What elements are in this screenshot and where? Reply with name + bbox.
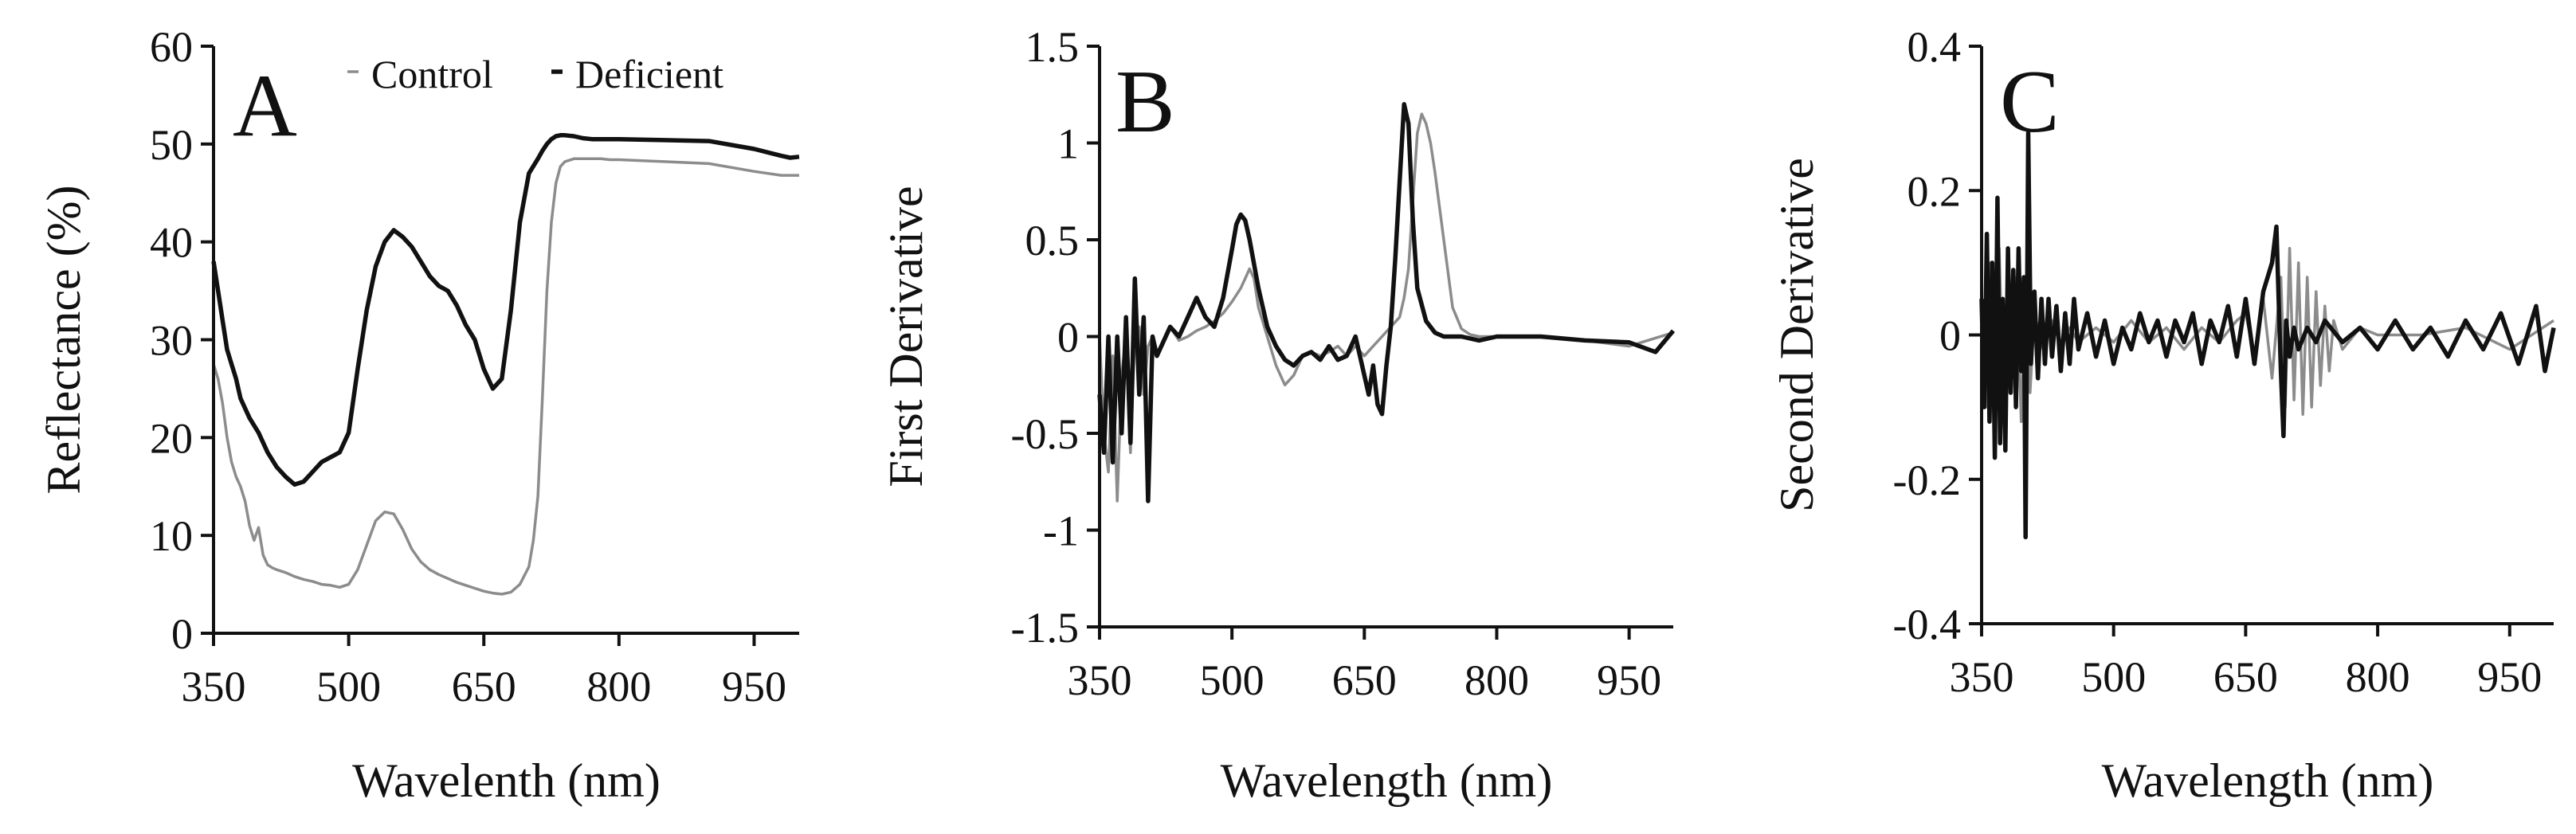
series-line-control xyxy=(1098,112,1674,503)
x-tick-label: 800 xyxy=(586,663,651,711)
x-tick-label: 500 xyxy=(316,663,381,711)
legend-label-deficient: Deficient xyxy=(575,52,723,96)
y-tick-label: -0.5 xyxy=(1011,410,1079,458)
x-axis-title: Wavelenth (nm) xyxy=(352,754,661,807)
y-tick-label: 20 xyxy=(150,414,193,462)
y-tick-label: 1 xyxy=(1057,120,1079,168)
x-axis-title: Wavelength (nm) xyxy=(2102,754,2434,807)
y-tick-label: -0.2 xyxy=(1893,456,1961,504)
x-tick-label: 350 xyxy=(182,663,246,711)
panel-c: -0.4 -0.2 0 0.2 0.4 350 500 650 800 950 Second Der… xyxy=(1770,23,2556,807)
y-axis-title: Second Derivative xyxy=(1770,158,1823,512)
x-tick-label: 650 xyxy=(2213,653,2278,701)
x-tick-label: 650 xyxy=(452,663,516,711)
x-tick-label: 950 xyxy=(722,663,786,711)
legend-label-control: Control xyxy=(371,52,493,96)
legend: Control Deficient xyxy=(347,52,723,96)
x-axis-title: Wavelength (nm) xyxy=(1221,754,1553,807)
panel-letter: C xyxy=(2000,53,2060,151)
panel-letter: A xyxy=(233,57,297,155)
y-tick-label: 40 xyxy=(150,219,193,267)
x-tick-label: 500 xyxy=(1200,656,1264,704)
y-axis-title: First Derivative xyxy=(880,186,932,487)
y-tick-label: -0.4 xyxy=(1893,601,1961,648)
panel-letter: B xyxy=(1115,53,1175,151)
series-line-deficient xyxy=(1979,131,2556,540)
y-tick-label: 0 xyxy=(1939,312,1961,360)
x-tick-label: 350 xyxy=(1068,656,1132,704)
x-tick-label: 800 xyxy=(1464,656,1529,704)
y-tick-label: 0.5 xyxy=(1025,217,1080,264)
series-line-deficient xyxy=(211,133,800,487)
x-tick-label: 950 xyxy=(2477,653,2542,701)
y-tick-label: 0.4 xyxy=(1907,23,1962,71)
y-tick-label: 0.2 xyxy=(1907,167,1962,215)
panel-a: 0 10 20 30 40 50 60 350 500 650 800 950 Reflectance … xyxy=(37,23,800,807)
x-tick-label: 500 xyxy=(2081,653,2146,701)
panel-b: -1.5 -1 -0.5 0 0.5 1 1.5 350 500 650 800 950 First D… xyxy=(880,23,1676,807)
y-tick-label: 50 xyxy=(150,121,193,169)
y-tick-label: 30 xyxy=(150,317,193,365)
y-tick-label: 10 xyxy=(150,512,193,560)
y-tick-label: -1.5 xyxy=(1011,604,1079,652)
series-line-control xyxy=(212,157,799,596)
y-tick-label: 0 xyxy=(1057,314,1079,362)
series-line-deficient xyxy=(1097,102,1676,503)
y-tick-label: 0 xyxy=(171,610,193,658)
y-tick-label: -1 xyxy=(1043,507,1079,555)
x-tick-label: 650 xyxy=(1332,656,1397,704)
y-axis-title: Reflectance (%) xyxy=(37,185,90,494)
y-tick-label: 60 xyxy=(150,23,193,71)
x-tick-label: 800 xyxy=(2346,653,2410,701)
y-tick-label: 1.5 xyxy=(1025,23,1080,71)
x-tick-label: 950 xyxy=(1597,656,1661,704)
x-tick-label: 350 xyxy=(1950,653,2014,701)
